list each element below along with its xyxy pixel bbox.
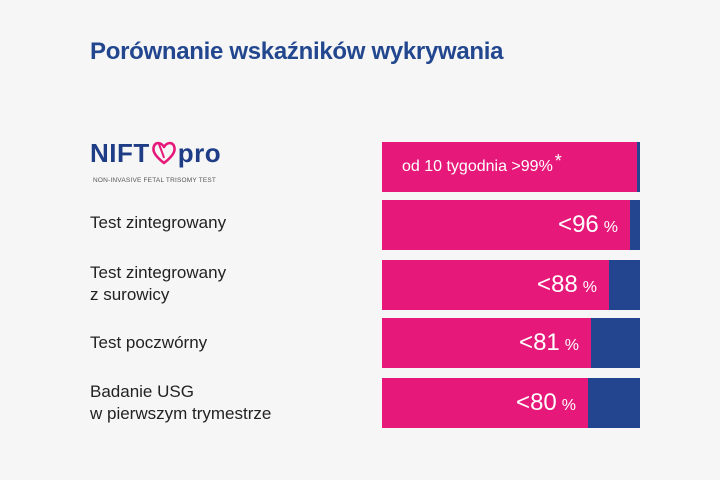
row-label-line2: z surowicy [90, 285, 170, 304]
row-label-line1: Test zintegrowany [90, 213, 227, 232]
data-label-unit: % [561, 396, 576, 414]
nifty-pro-logo: NIFT pro NON-INVASIVE FETAL TRISOMY TEST [90, 138, 250, 188]
chart-title: Porównanie wskaźników wykrywania [90, 38, 504, 65]
bar-test-zintegrowany-z-surowicy [382, 260, 609, 310]
logo-tagline: NON-INVASIVE FETAL TRISOMY TEST [93, 177, 217, 184]
logo-word-right: pro [177, 138, 222, 168]
data-label-unit: % [603, 218, 618, 236]
logo-wordmark: NIFT pro [90, 138, 221, 169]
data-label-unit: % [564, 336, 579, 354]
heart-icon [151, 141, 176, 165]
bar-badanie-usg [382, 378, 588, 428]
bar-test-poczworny [382, 318, 591, 368]
data-label-value: <81 [519, 329, 560, 356]
bar-track-badanie-usg: <80% [382, 378, 640, 428]
bar-track-test-zintegrowany: <96% [382, 200, 640, 250]
data-label-value: <96 [558, 211, 599, 238]
bar-test-zintegrowany [382, 200, 630, 250]
row-label-line1: Test zintegrowany [90, 263, 227, 282]
data-label-test-zintegrowany: <96% [382, 200, 618, 250]
row-label-line1: Badanie USG [90, 382, 194, 401]
bar-label-nifty-pro: od 10 tygodnia >99% * [402, 142, 562, 192]
data-label-badanie-usg: <80% [382, 378, 576, 428]
data-label-test-poczworny: <81% [382, 318, 579, 368]
bar-track-test-zintegrowany-z-surowicy: <88% [382, 260, 640, 310]
data-label-value: <80 [516, 389, 557, 416]
bar-nifty-pro [382, 142, 637, 192]
row-label-test-zintegrowany-z-surowicy: Test zintegrowany z surowicy [90, 262, 226, 306]
logo-word-left: NIFT [90, 138, 150, 168]
row-label-test-zintegrowany: Test zintegrowany [90, 212, 226, 234]
data-label-unit: % [582, 278, 597, 296]
data-label-value: <88 [537, 271, 578, 298]
row-label-test-poczworny: Test poczwórny [90, 332, 207, 354]
row-label-badanie-usg: Badanie USG w pierwszym trymestrze [90, 381, 271, 425]
bar-track-nifty-pro: od 10 tygodnia >99% * [382, 142, 640, 192]
row-label-line2: w pierwszym trymestrze [90, 404, 272, 423]
footnote-mark: * [554, 150, 562, 171]
bar-track-test-poczworny: <81% [382, 318, 640, 368]
top-bar-text: od 10 tygodnia >99% [402, 158, 553, 175]
data-label-test-zintegrowany-z-surowicy: <88% [382, 260, 597, 310]
row-label-line1: Test poczwórny [90, 333, 208, 352]
